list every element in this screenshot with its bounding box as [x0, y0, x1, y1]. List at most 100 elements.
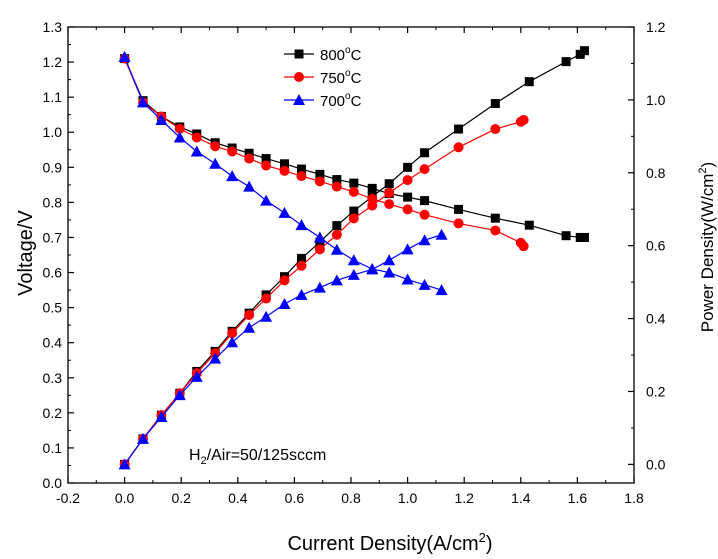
voltage-point	[261, 160, 272, 171]
voltage-point	[227, 146, 238, 157]
voltage-point	[367, 183, 377, 193]
power-point	[420, 148, 430, 158]
x-tick-label: -0.2	[56, 490, 80, 506]
series-1	[119, 53, 529, 470]
power-point	[296, 253, 306, 263]
voltage-point	[296, 171, 307, 182]
power-point	[118, 458, 131, 470]
voltage-point	[524, 220, 534, 230]
x-axis-title-main: Current Density(A/cm	[287, 533, 478, 555]
power-point	[454, 124, 464, 134]
voltage-point	[347, 254, 360, 266]
power-point	[579, 46, 589, 56]
power-point	[332, 221, 342, 231]
legend-label: 700oC	[320, 91, 362, 110]
power-point	[490, 99, 500, 109]
voltage-point	[561, 231, 571, 241]
power-point	[155, 410, 168, 422]
voltage-point	[244, 153, 255, 164]
y-axis-title: Voltage/V	[15, 210, 37, 296]
legend-label-main: 800	[320, 47, 345, 64]
y-tick-label: 0.3	[43, 370, 63, 386]
x-tick-label: 0.6	[285, 490, 305, 506]
legend-label-sup: o	[345, 91, 351, 102]
power-point	[173, 389, 186, 401]
power-point	[190, 370, 203, 382]
voltage-point	[209, 157, 222, 169]
voltage-point	[419, 209, 430, 220]
y-tick-label: 0.1	[43, 440, 63, 456]
voltage-point	[384, 199, 395, 210]
legend-label-main: 750	[320, 70, 345, 87]
power-point	[279, 275, 290, 286]
power-point	[490, 124, 501, 135]
legend-label: 800oC	[320, 45, 362, 64]
y2-axis-title: Power Density(W/cm2)	[697, 162, 717, 332]
power-point	[348, 213, 359, 224]
y-tick-label: 1.1	[43, 89, 63, 105]
power-point	[243, 321, 256, 333]
voltage-point	[331, 181, 342, 192]
y-tick-label: 1.0	[43, 124, 63, 140]
power-point	[418, 234, 431, 246]
x-axis-title-end: )	[486, 533, 493, 555]
power-point	[435, 228, 448, 240]
y2-tick-label: 1.0	[646, 92, 666, 108]
x-tick-label: 1.0	[398, 490, 418, 506]
y-axis-ticks: 0.0 0.1 0.2 0.3 0.4 0.5 0.6 0.7 0.8 0.9 1.0 1.1 1.2 1…	[43, 19, 74, 491]
power-point	[349, 206, 359, 216]
voltage-point	[314, 176, 325, 187]
legend-label: 750oC	[320, 68, 362, 87]
voltage-point	[279, 165, 290, 176]
y-tick-label: 1.3	[43, 19, 63, 35]
voltage-point	[296, 164, 306, 174]
y2-tick-label: 1.2	[646, 19, 666, 35]
voltage-point	[420, 196, 430, 206]
voltage-point	[174, 123, 185, 134]
power-point	[366, 263, 379, 275]
voltage-point	[260, 194, 273, 206]
y2-axis-ticks: 0.0 0.2 0.4 0.6 0.8 1.0 1.2	[628, 19, 666, 472]
voltage-point	[401, 273, 414, 285]
power-point	[383, 254, 396, 266]
voltage-point	[349, 178, 359, 188]
x-axis-ticks: -0.2 0.0 0.2 0.4 0.6 0.8 1.0 1.2 1.4 1.6 1.8	[56, 27, 644, 506]
power-point	[367, 200, 378, 211]
legend-marker	[294, 72, 304, 82]
power-point	[136, 432, 149, 444]
voltage-point	[402, 204, 413, 215]
power-point	[296, 260, 307, 271]
y-tick-label: 0.9	[43, 159, 63, 175]
voltage-point	[191, 132, 202, 143]
voltage-point	[453, 218, 464, 229]
y-tick-label: 0.0	[43, 475, 63, 491]
x-axis-title-sup: 2	[479, 530, 486, 545]
voltage-point	[579, 232, 589, 242]
y2-axis-title-main: Power Density(W/cm	[698, 174, 717, 333]
power-point	[314, 244, 325, 255]
y2-axis-title-end: )	[698, 162, 717, 168]
legend-label-main: 700	[320, 93, 345, 110]
series-2	[118, 50, 448, 470]
y-tick-label: 1.2	[43, 54, 63, 70]
power-point	[384, 179, 394, 189]
legend-label-end: C	[351, 93, 362, 110]
power-point	[313, 281, 326, 293]
legend-label-end: C	[351, 70, 362, 87]
power-point	[419, 164, 430, 175]
power-point	[453, 142, 464, 153]
power-point	[518, 114, 529, 125]
voltage-point	[403, 192, 413, 202]
y2-axis-title-sup: 2	[697, 167, 709, 173]
legend-label-sup: o	[345, 68, 351, 79]
voltage-point	[118, 50, 131, 62]
voltage-point	[383, 266, 396, 278]
voltage-point	[490, 225, 501, 236]
y-tick-label: 0.2	[43, 405, 63, 421]
annotation-sub: 2	[201, 455, 207, 467]
voltage-point	[454, 204, 464, 214]
y-tick-label: 0.6	[43, 265, 63, 281]
